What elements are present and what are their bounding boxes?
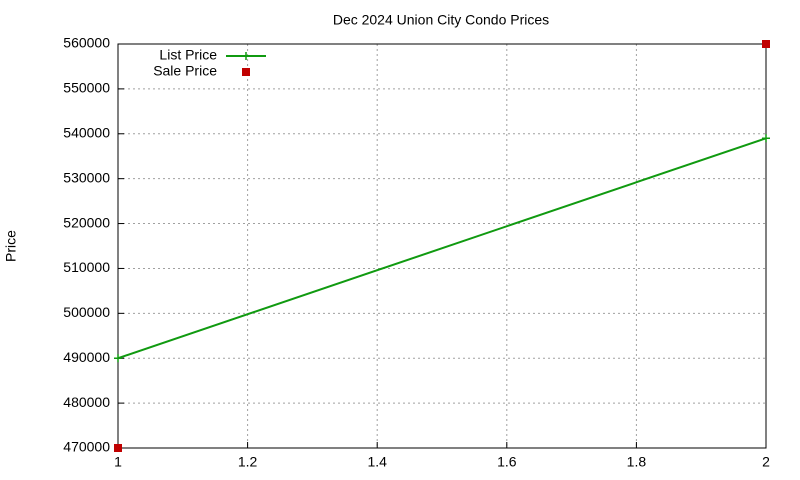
legend-label: Sale Price [153, 63, 217, 79]
marker [114, 354, 122, 363]
x-tick-label: 1.4 [367, 454, 387, 470]
y-tick-label: 560000 [63, 35, 110, 51]
data-line [117, 137, 767, 360]
marker [762, 40, 770, 48]
y-tick-label: 550000 [63, 80, 110, 96]
plot-border [117, 43, 767, 449]
marker [114, 444, 122, 452]
legend-label: List Price [159, 47, 217, 63]
chart-title: Dec 2024 Union City Condo Prices [333, 12, 549, 28]
x-tick-label: 1 [114, 454, 122, 470]
marker [242, 68, 250, 76]
y-tick-label: 530000 [63, 169, 110, 185]
y-tick-label: 510000 [63, 259, 110, 275]
y-tick-label: 470000 [63, 439, 110, 455]
y-axis-label: Price [3, 230, 19, 262]
y-tick-label: 540000 [63, 124, 110, 140]
x-tick-label: 2 [762, 454, 770, 470]
y-tick-label: 500000 [63, 304, 110, 320]
x-tick-label: 1.8 [627, 454, 647, 470]
y-tick-label: 520000 [63, 214, 110, 230]
marker [762, 134, 770, 143]
marker [242, 52, 250, 60]
y-tick-label: 490000 [63, 349, 110, 365]
x-tick-label: 1.2 [238, 454, 258, 470]
y-tick-label: 480000 [63, 394, 110, 410]
x-tick-label: 1.6 [497, 454, 517, 470]
